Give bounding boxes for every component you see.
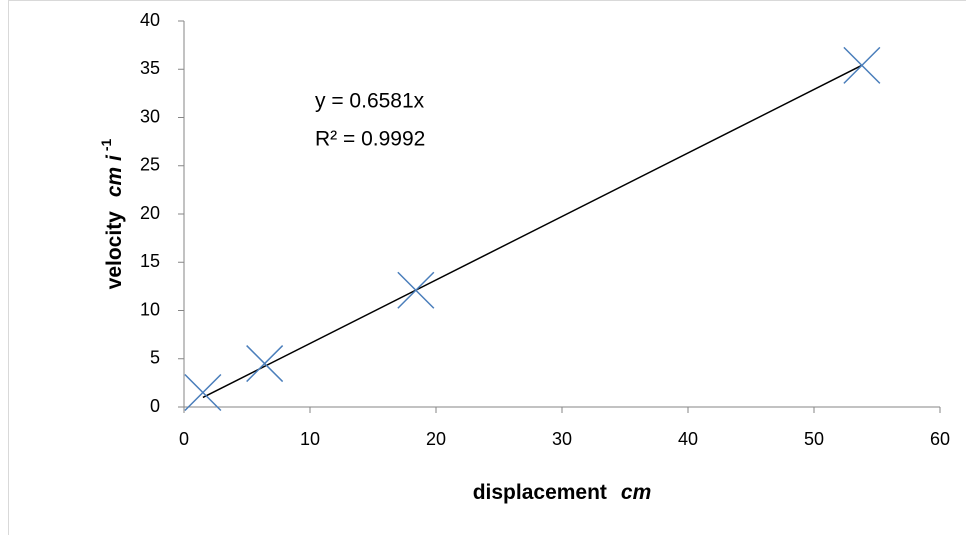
x-axis-unit: cm bbox=[621, 481, 651, 504]
x-tick-label: 20 bbox=[426, 429, 446, 449]
y-tick-label: 0 bbox=[150, 396, 160, 416]
y-axis-unit: cm i bbox=[103, 154, 126, 197]
marker bbox=[246, 345, 284, 383]
trendline bbox=[202, 64, 863, 399]
y-tick-label: 10 bbox=[140, 299, 160, 319]
x-tick-label: 40 bbox=[678, 429, 698, 449]
y-axis-exponent: -1 bbox=[98, 138, 114, 151]
marker bbox=[843, 46, 881, 84]
y-axis-label: velocity bbox=[103, 211, 126, 290]
x-axis-label: displacement bbox=[473, 481, 607, 504]
y-tick-label: 20 bbox=[140, 203, 160, 223]
y-tick-label: 15 bbox=[140, 251, 160, 271]
marker bbox=[184, 373, 222, 412]
x-tick-label: 10 bbox=[300, 429, 320, 449]
y-tick-label: 30 bbox=[140, 106, 160, 126]
y-tick-label: 25 bbox=[140, 155, 160, 175]
x-tick-label: 30 bbox=[552, 429, 572, 449]
x-tick-label: 0 bbox=[179, 429, 189, 449]
trendline-r2: R² = 0.9992 bbox=[315, 128, 425, 151]
marker bbox=[397, 271, 435, 309]
chart-frame bbox=[8, 0, 966, 535]
y-tick-label: 5 bbox=[150, 348, 160, 368]
y-tick-label: 35 bbox=[140, 58, 160, 78]
x-tick-label: 60 bbox=[930, 429, 950, 449]
x-axis-title: displacement cm bbox=[473, 481, 652, 504]
x-tick-label: 50 bbox=[804, 429, 824, 449]
trendline-equation: y = 0.6581x bbox=[315, 90, 425, 113]
y-axis-title: velocity cm i -1 bbox=[98, 138, 126, 289]
y-tick-label: 40 bbox=[140, 10, 160, 30]
